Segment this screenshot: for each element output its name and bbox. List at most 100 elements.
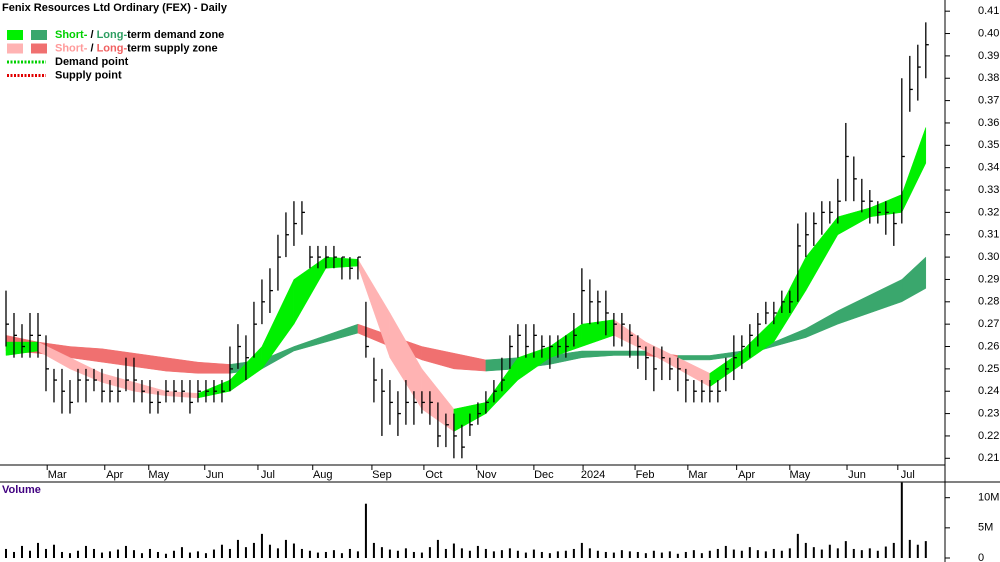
y-tick-label: 0.23 [978, 407, 999, 419]
legend-part: / [87, 42, 96, 54]
volume-bar [860, 550, 863, 558]
volume-bar [484, 548, 487, 558]
volume-bar [436, 539, 439, 558]
volume-bar [796, 533, 799, 558]
x-tick-label: Sep [372, 469, 392, 481]
legend-part: / [87, 29, 96, 41]
volume-bar [660, 552, 663, 558]
y-tick-label: 0 [978, 552, 984, 562]
legend-part: Short- [55, 42, 88, 54]
volume-bar [868, 548, 871, 558]
volume-bar [420, 552, 423, 558]
volume-bar [836, 548, 839, 558]
zone-segment [197, 361, 231, 374]
volume-title: Volume [2, 484, 41, 496]
volume-bar [676, 553, 679, 558]
volume-bar [828, 544, 831, 558]
y-tick-label: 0.27 [978, 318, 999, 330]
legend-swatch [7, 30, 23, 40]
volume-bar [52, 544, 55, 558]
volume-bar [588, 548, 591, 558]
volume-bar [388, 549, 391, 558]
x-tick-label: May [148, 469, 169, 481]
y-tick-label: 0.32 [978, 206, 999, 218]
volume-bar [748, 547, 751, 558]
legend-label: Demand point [55, 56, 129, 68]
volume-bar [908, 539, 911, 558]
volume-bar [924, 541, 927, 558]
volume-bar [156, 551, 159, 558]
x-tick-label: Apr [738, 469, 755, 481]
volume-bar [140, 553, 143, 558]
volume-bar [20, 545, 23, 558]
y-tick-label: 0.28 [978, 296, 999, 308]
volume-bar [508, 548, 511, 558]
volume-bar [476, 545, 479, 558]
x-tick-label: Aug [313, 469, 333, 481]
legend-part: Long- [97, 42, 128, 54]
volume-bar [524, 552, 527, 558]
y-tick-label: 0.24 [978, 385, 999, 397]
volume-bar [12, 551, 15, 558]
y-tick-label: 0.33 [978, 184, 999, 196]
y-tick-label: 0.41 [978, 5, 999, 17]
volume-bar [532, 549, 535, 558]
x-tick-label: Mar [688, 469, 707, 481]
volume-bar [500, 550, 503, 558]
volume-bar [540, 551, 543, 558]
legend-label: Supply point [55, 69, 122, 81]
volume-bar [380, 547, 383, 558]
volume-bar [172, 550, 175, 558]
volume-bar [28, 550, 31, 558]
volume-bar [652, 550, 655, 558]
volume-bar [36, 542, 39, 558]
legend-part: Supply point [55, 69, 122, 81]
volume-bar [260, 533, 263, 558]
volume-bar [84, 545, 87, 558]
volume-bar [292, 543, 295, 558]
volume-bar [60, 551, 63, 558]
volume-bar [132, 550, 135, 558]
volume-bar [636, 551, 639, 558]
volume-bar [788, 548, 791, 558]
volume-bar [4, 548, 7, 558]
y-tick-label: 0.26 [978, 340, 999, 352]
volume-bar [892, 542, 895, 558]
volume-bar [756, 550, 759, 558]
volume-bar [252, 542, 255, 558]
volume-bar [820, 549, 823, 558]
zone-segment [677, 355, 711, 361]
volume-bar [44, 548, 47, 558]
volume-bar [516, 550, 519, 558]
y-tick-label: 0.21 [978, 452, 999, 464]
volume-bar [284, 539, 287, 558]
volume-bar [460, 548, 463, 558]
volume-bar [716, 548, 719, 558]
y-tick-label: 0.22 [978, 430, 999, 442]
x-tick-label: Oct [425, 469, 442, 481]
volume-bar [548, 553, 551, 558]
legend-part: Demand point [55, 56, 129, 68]
volume-bar [444, 548, 447, 558]
x-tick-label: Jul [901, 469, 915, 481]
x-tick-label: Mar [48, 469, 67, 481]
legend-part: term supply zone [127, 42, 217, 54]
volume-bar [804, 542, 807, 558]
volume-bar [780, 550, 783, 558]
volume-bar [100, 552, 103, 558]
volume-bar [772, 548, 775, 558]
volume-bar [724, 545, 727, 558]
volume-bar [644, 553, 647, 558]
volume-bar [372, 542, 375, 558]
volume-bar [884, 546, 887, 558]
volume-bar [708, 550, 711, 558]
y-tick-label: 0.25 [978, 363, 999, 375]
volume-bar [468, 550, 471, 558]
volume-bar [308, 550, 311, 558]
volume-bar [180, 547, 183, 558]
volume-bar [92, 548, 95, 558]
chart-title: Fenix Resources Ltd Ordinary (FEX) - Dai… [2, 2, 228, 14]
volume-bar [364, 503, 367, 558]
volume-bar [428, 547, 431, 558]
